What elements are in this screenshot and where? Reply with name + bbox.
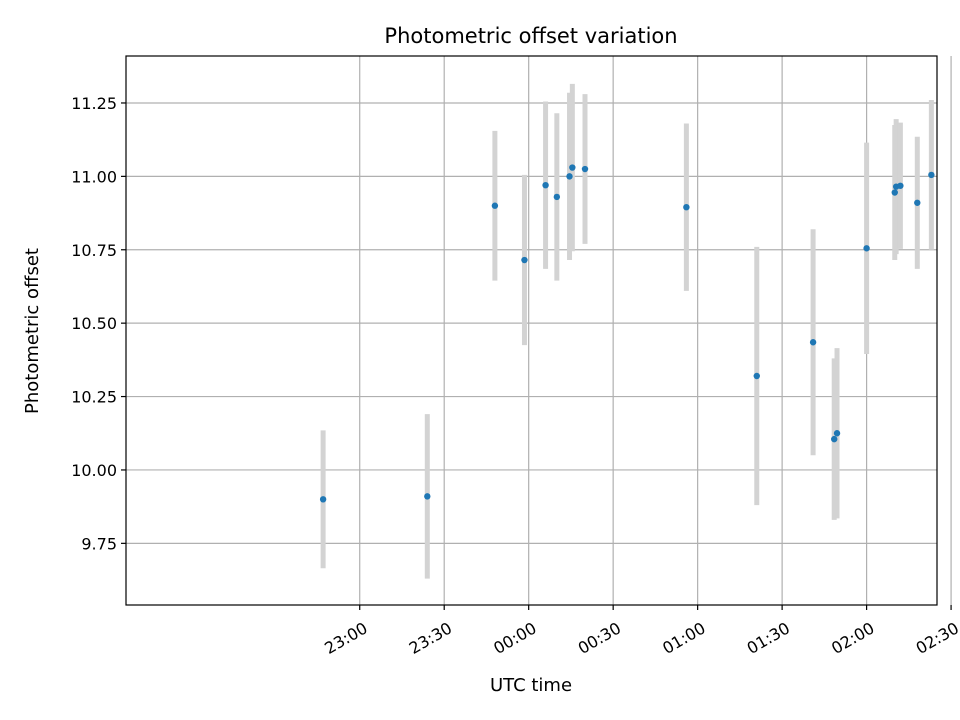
y-axis-ticks: 9.75 10.00 10.25 10.50 10.75 11.00 11.25 [71, 94, 126, 553]
data-point [569, 164, 576, 171]
y-axis-title: Photometric offset [22, 248, 43, 414]
y-tick-label: 9.75 [81, 534, 117, 553]
data-point [581, 165, 589, 173]
data-point [566, 173, 573, 180]
y-tick-label: 10.00 [71, 461, 117, 480]
data-point [863, 245, 870, 252]
data-point [831, 435, 838, 443]
data-point [891, 189, 898, 196]
y-tick-label: 10.25 [71, 388, 117, 407]
point-layer [319, 164, 935, 503]
data-point [542, 181, 549, 189]
data-point [491, 202, 499, 209]
data-point [833, 430, 841, 437]
data-point [928, 171, 935, 179]
data-point [553, 193, 561, 201]
data-point [753, 372, 760, 380]
grid-layer [126, 56, 952, 605]
chart-title: Photometric offset variation [384, 24, 677, 48]
y-tick-label: 10.75 [71, 241, 117, 260]
x-axis-title: UTC time [490, 675, 572, 696]
plot-frame [125, 55, 938, 606]
data-point [319, 496, 327, 503]
data-point [424, 493, 431, 500]
data-point [897, 182, 904, 189]
data-point [521, 256, 528, 264]
data-point [914, 199, 921, 206]
y-tick-label: 11.00 [71, 167, 117, 186]
y-tick-label: 10.50 [71, 314, 117, 333]
y-tick-label: 11.25 [71, 94, 117, 113]
data-point [809, 339, 817, 346]
data-point [683, 203, 690, 211]
